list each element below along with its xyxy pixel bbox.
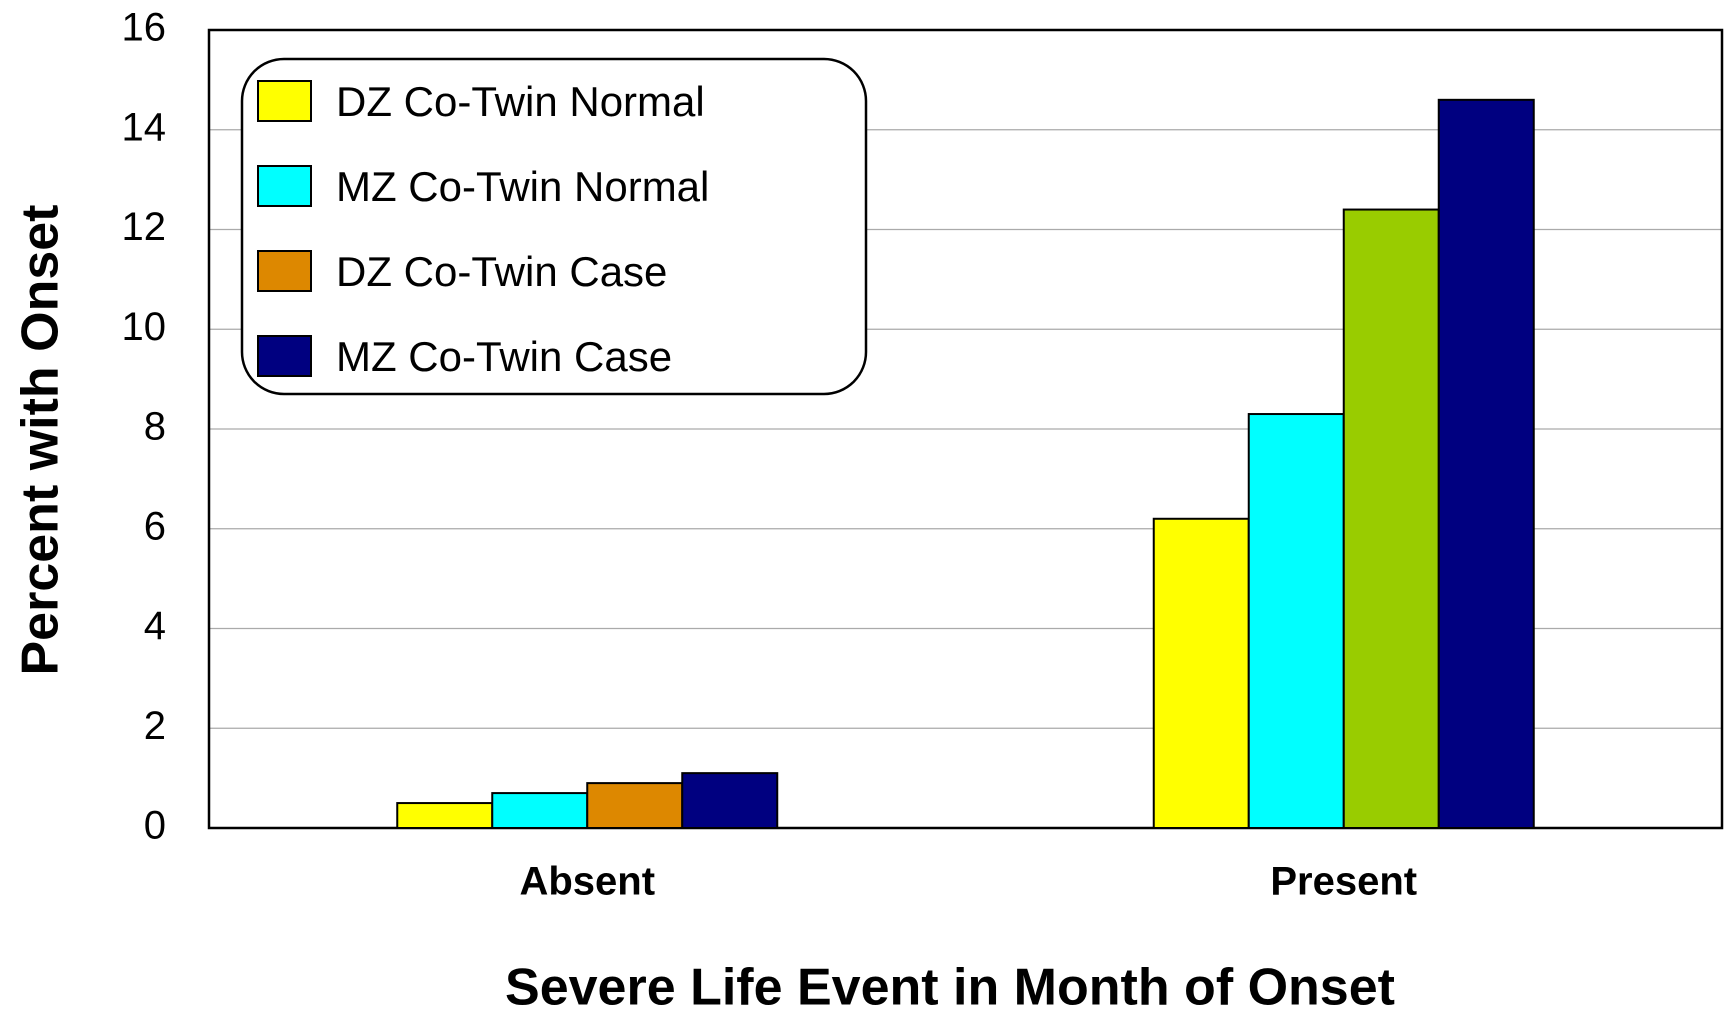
y-axis-title: Percent with Onset [12,205,70,676]
bar [586,782,684,829]
legend-swatch [257,335,312,377]
y-tick-label: 8 [144,405,166,449]
y-tick-label: 4 [144,604,166,648]
y-tick-label: 16 [122,6,167,50]
y-tick-label: 14 [122,105,167,149]
y-tick-label: 10 [122,305,167,349]
legend-label: DZ Co-Twin Normal [336,78,705,125]
legend-swatch [257,250,312,292]
legend-label: MZ Co-Twin Normal [336,163,709,210]
legend-swatch [257,80,312,122]
bar [1342,208,1440,830]
legend-box [240,57,868,396]
y-tick-label: 12 [122,205,167,249]
x-axis-title: Severe Life Event in Month of Onset [505,959,1395,1017]
x-tick-label: Present [1270,860,1417,904]
bar [1437,98,1535,829]
bar [1247,413,1345,829]
legend-label: DZ Co-Twin Case [336,248,667,295]
bar [681,772,779,830]
bar [491,792,589,830]
y-tick-label: 0 [144,804,166,848]
x-tick-label: Absent [519,860,655,904]
y-tick-label: 6 [144,504,166,548]
bar [396,802,494,829]
bar [1152,517,1250,830]
legend-swatch [257,165,312,207]
y-tick-label: 2 [144,704,166,748]
legend-label: MZ Co-Twin Case [336,333,672,380]
plot-frame [207,28,1724,830]
